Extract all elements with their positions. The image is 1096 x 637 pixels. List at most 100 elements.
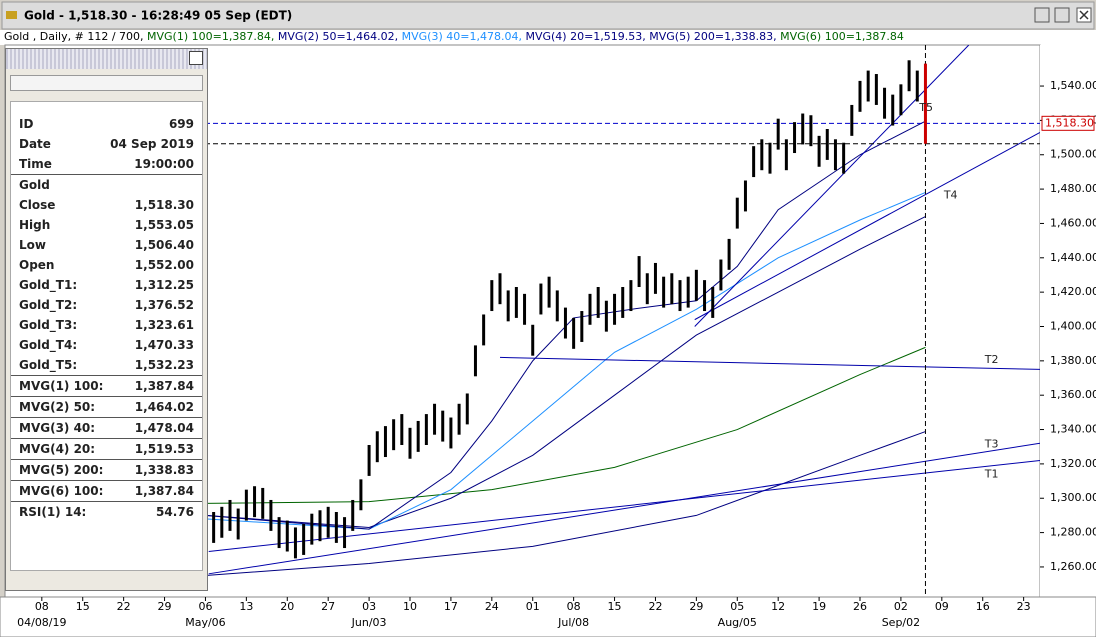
x-tick-label: 24: [485, 600, 499, 613]
data-row: Gold_T4: 1,470.33: [11, 335, 202, 355]
row-value: 54.76: [156, 505, 194, 519]
x-tick-label: 17: [444, 600, 458, 613]
x-tick-label: 16: [976, 600, 990, 613]
month-label: Sep/02: [882, 616, 920, 629]
restore-button[interactable]: [1034, 7, 1050, 23]
data-window-header: [6, 49, 207, 69]
row-label: High: [19, 218, 51, 232]
row-value: 1,478.04: [134, 421, 194, 435]
data-row: MVG(6) 100: 1,387.84: [11, 481, 202, 502]
y-tick-label: 1,500.00: [1050, 148, 1096, 161]
row-value: 1,518.30: [134, 198, 194, 212]
x-tick-label: 22: [117, 600, 131, 613]
y-tick-label: 1,540.00: [1050, 79, 1096, 92]
trend-label: T2: [984, 353, 999, 366]
row-label: MVG(4) 20:: [19, 442, 96, 456]
title-bar-inner: [1, 1, 1095, 30]
data-row: Open 1,552.00: [11, 255, 202, 275]
data-row: Gold_T2: 1,376.52: [11, 295, 202, 315]
trend-line: [499, 356, 1040, 370]
data-row: ID 699: [11, 114, 202, 134]
row-label: MVG(5) 200:: [19, 463, 104, 477]
x-tick-label: 22: [648, 600, 662, 613]
row-label: Gold_T3:: [19, 318, 78, 332]
data-row: MVG(2) 50: 1,464.02: [11, 397, 202, 418]
row-label: MVG(1) 100:: [19, 379, 104, 393]
x-tick-label: 29: [689, 600, 703, 613]
moving-average: [205, 120, 926, 530]
row-label: Open: [19, 258, 55, 272]
data-row: Close 1,518.30: [11, 195, 202, 215]
y-tick-label: 1,460.00: [1050, 216, 1096, 229]
date-axis: [0, 596, 1096, 637]
y-tick-label: 1,320.00: [1050, 457, 1096, 470]
row-value: 1,387.84: [134, 484, 194, 498]
month-label: 04/08/19: [17, 616, 66, 629]
row-label: MVG(2) 50:: [19, 400, 96, 414]
y-tick-label: 1,480.00: [1050, 182, 1096, 195]
y-tick-label: 1,420.00: [1050, 285, 1096, 298]
data-window-close[interactable]: [189, 51, 203, 65]
y-tick-label: 1,260.00: [1050, 560, 1096, 573]
x-tick-label: 19: [812, 600, 826, 613]
price-axis: [1040, 45, 1096, 597]
data-row: MVG(4) 20: 1,519.53: [11, 439, 202, 460]
app-icon: [6, 11, 17, 19]
data-row: Gold_T5: 1,532.23: [11, 355, 202, 376]
trend-label: T5: [918, 101, 933, 114]
info-segment: MVG(3) 40=1,478.04,: [402, 30, 526, 43]
row-value: 04 Sep 2019: [110, 137, 194, 151]
trend-label: T4: [943, 189, 958, 202]
x-tick-label: 26: [853, 600, 867, 613]
x-tick-label: 01: [526, 600, 540, 613]
x-tick-label: 12: [771, 600, 785, 613]
data-row: Gold_T1: 1,312.25: [11, 275, 202, 295]
row-label: Gold_T4:: [19, 338, 78, 352]
row-value: 1,506.40: [134, 238, 194, 252]
row-value: 1,387.84: [134, 379, 194, 393]
row-value: 1,519.53: [134, 442, 194, 456]
x-tick-label: 05: [730, 600, 744, 613]
x-tick-label: 15: [76, 600, 90, 613]
y-tick-label: 1,440.00: [1050, 251, 1096, 264]
row-value: 1,464.02: [134, 400, 194, 414]
x-tick-label: 06: [198, 600, 212, 613]
info-segment: MVG(5) 200=1,338.83,: [649, 30, 780, 43]
row-value: 19:00:00: [134, 157, 194, 171]
data-row: MVG(3) 40: 1,478.04: [11, 418, 202, 439]
row-value: 1,552.00: [134, 258, 194, 272]
month-label: Jun/03: [351, 616, 387, 629]
row-value: 1,470.33: [134, 338, 194, 352]
info-segment: MVG(4) 20=1,519.53,: [525, 30, 649, 43]
row-label: ID: [19, 117, 34, 131]
data-window-rows: ID 699 Date 04 Sep 2019 Time 19:00:00 Gold Clos…: [10, 101, 203, 571]
y-tick-label: 1,280.00: [1050, 526, 1096, 539]
month-label: May/06: [185, 616, 225, 629]
scrollbar[interactable]: [10, 75, 203, 91]
row-value: 1,532.23: [134, 358, 194, 372]
row-value: 1,376.52: [134, 298, 194, 312]
row-label: Gold: [19, 178, 50, 192]
row-label: Date: [19, 137, 51, 151]
trend-line: [208, 442, 1040, 575]
row-label: RSI(1) 14:: [19, 505, 87, 519]
price-tag-label: 1,518.30: [1045, 116, 1094, 129]
trend-line: [694, 131, 1040, 321]
plot: [5, 45, 1040, 597]
x-tick-label: 09: [935, 600, 949, 613]
trend-line: [208, 459, 1040, 552]
x-tick-label: 27: [321, 600, 335, 613]
data-row: MVG(1) 100: 1,387.84: [11, 376, 202, 397]
data-row: Low 1,506.40: [11, 235, 202, 255]
row-value: 1,312.25: [134, 278, 194, 292]
data-row: High 1,553.05: [11, 215, 202, 235]
y-tick-label: 1,400.00: [1050, 319, 1096, 332]
row-value: 1,338.83: [134, 463, 194, 477]
row-label: MVG(3) 40:: [19, 421, 96, 435]
row-label: Close: [19, 198, 56, 212]
x-tick-label: 23: [1017, 600, 1031, 613]
row-value: 1,553.05: [134, 218, 194, 232]
info-segment: Gold , Daily, # 112 / 700,: [4, 30, 147, 43]
maximize-button[interactable]: [1054, 7, 1070, 23]
